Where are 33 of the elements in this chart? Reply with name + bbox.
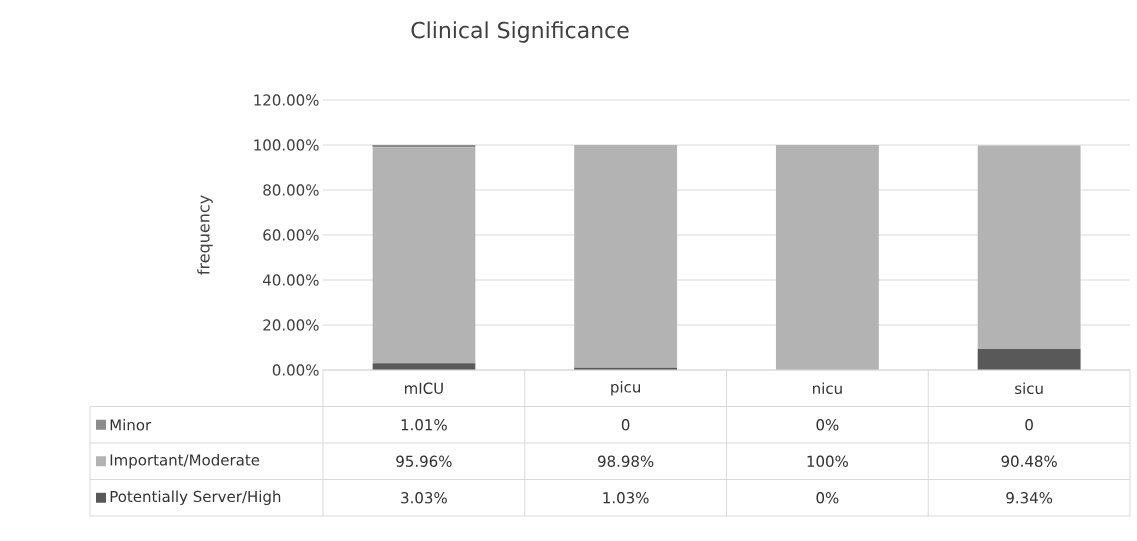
y-tick-label: 0.00% bbox=[272, 364, 319, 376]
legend-label: Important/Moderate bbox=[110, 454, 260, 469]
y-tick-label: 20.00% bbox=[263, 319, 319, 331]
data-label: 90.48% bbox=[1001, 455, 1057, 467]
y-tick-label: 40.00% bbox=[263, 274, 319, 286]
y-tick-label: 120.00% bbox=[254, 94, 319, 106]
x-tick-label: sicu bbox=[1015, 382, 1043, 395]
legend-label: Minor bbox=[110, 418, 152, 431]
y-tick-label: 100.00% bbox=[254, 139, 319, 151]
y-tick-label: 80.00% bbox=[263, 184, 319, 196]
y-tick-label: 60.00% bbox=[263, 229, 319, 241]
bar bbox=[977, 145, 1081, 349]
data-label: 100% bbox=[807, 455, 848, 467]
x-tick-label: mICU bbox=[405, 382, 443, 394]
x-tick-label: nicu bbox=[813, 382, 842, 395]
bar bbox=[574, 144, 678, 368]
bar bbox=[372, 147, 476, 364]
chart-title: Clinical Significance bbox=[411, 21, 629, 43]
data-label: 1.03% bbox=[603, 492, 649, 504]
data-label: 0% bbox=[816, 492, 839, 504]
data-label: 0% bbox=[816, 419, 839, 431]
data-label: 98.98% bbox=[597, 455, 654, 467]
data-label: 3.03% bbox=[401, 492, 447, 504]
data-label: 0 bbox=[621, 419, 630, 431]
data-label: 95.96% bbox=[396, 455, 452, 467]
bar bbox=[977, 348, 1081, 370]
data-label: 9.34% bbox=[1006, 492, 1053, 504]
data-label: 1.01% bbox=[401, 419, 447, 431]
x-tick-label: picu bbox=[611, 381, 640, 396]
bar bbox=[775, 145, 879, 370]
data-label: 0 bbox=[1025, 419, 1033, 431]
y-axis-title: frequency bbox=[197, 195, 213, 275]
legend-label: Potentially Server/High bbox=[110, 490, 281, 506]
